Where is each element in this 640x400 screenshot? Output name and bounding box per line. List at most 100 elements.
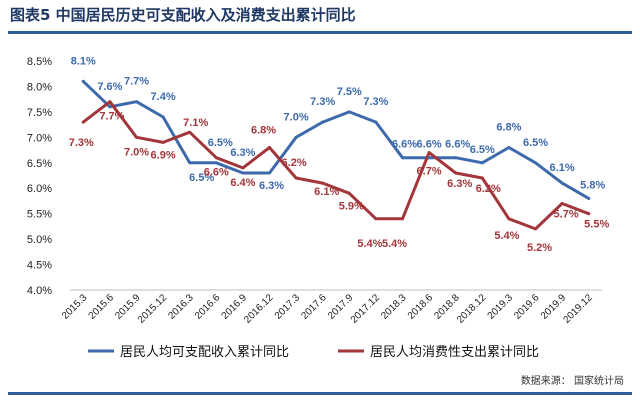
income-data-point: [347, 110, 351, 114]
x-tick-label: 2017.6: [299, 292, 329, 322]
income-data-point: [560, 181, 564, 185]
x-tick-label: 2015.3: [60, 292, 90, 322]
x-tick-label: 2019.6: [512, 292, 542, 322]
consumption-data-point: [108, 100, 112, 104]
y-tick-label: 6.5%: [27, 158, 52, 170]
income-data-label: 6.1%: [550, 162, 575, 174]
income-data-label: 7.5%: [337, 86, 362, 98]
source-note: 数据来源： 国家统计局: [520, 376, 624, 387]
consumption-data-point: [401, 217, 404, 221]
consumption-data-label: 6.7%: [417, 166, 442, 178]
consumption-data-point: [161, 140, 165, 144]
consumption-data-label: 7.1%: [183, 117, 208, 129]
y-tick-label: 7.5%: [27, 107, 52, 119]
consumption-data-label: 5.4%: [357, 238, 382, 250]
x-tick-label: 2019.3: [486, 292, 516, 322]
consumption-data-label: 6.2%: [282, 157, 307, 169]
income-data-label: 7.3%: [363, 96, 388, 108]
x-tick-label: 2018.12: [455, 292, 489, 326]
consumption-data-point: [587, 212, 591, 216]
income-data-point: [401, 156, 404, 160]
consumption-data-label: 6.6%: [204, 167, 229, 179]
consumption-data-label: 5.5%: [584, 219, 609, 231]
x-tick-label: 2017.12: [349, 292, 383, 326]
title-divider: [8, 31, 632, 34]
income-data-label: 7.6%: [97, 81, 122, 93]
income-data-point: [214, 161, 218, 165]
income-data-label: 7.7%: [124, 76, 149, 88]
consumption-data-label: 6.3%: [447, 178, 472, 190]
income-data-point: [241, 171, 245, 175]
income-data-label: 8.1%: [71, 55, 96, 67]
consumption-data-point: [268, 146, 271, 150]
income-data-point: [321, 120, 325, 124]
consumption-data-label: 7.0%: [124, 146, 149, 158]
legend-consumption-label: 居民人均消费性支出累计同比: [370, 345, 539, 360]
consumption-data-point: [214, 156, 218, 160]
consumption-data-point: [347, 191, 351, 195]
income-data-label: 6.5%: [208, 137, 233, 149]
income-data-point: [268, 171, 271, 175]
consumption-data-label: 6.4%: [230, 177, 255, 189]
legend-income-label: 居民人均可支配收入累计同比: [120, 345, 289, 360]
income-data-point: [108, 105, 112, 109]
income-data-label: 6.3%: [259, 180, 284, 192]
income-data-label: 6.5%: [523, 137, 548, 149]
consumption-series-line: [81, 100, 591, 231]
consumption-data-point: [507, 217, 511, 221]
x-tick-label: 2016.6: [193, 292, 223, 322]
chart-title: 图表5 中国居民历史可支配收入及消费支出累计同比: [10, 6, 356, 24]
consumption-data-label: 5.9%: [339, 200, 364, 212]
income-data-label: 7.4%: [151, 91, 176, 103]
bottom-divider: [8, 392, 632, 395]
consumption-data-point: [480, 176, 484, 180]
consumption-data-label: 7.3%: [69, 137, 94, 149]
x-tick-label: 2018.3: [379, 292, 409, 322]
y-tick-label: 5.0%: [27, 234, 52, 246]
income-data-label: 7.3%: [310, 96, 335, 108]
income-data-point: [374, 120, 378, 124]
x-tick-label: 2015.6: [87, 292, 117, 322]
income-series-line: [81, 79, 591, 200]
income-data-point: [507, 146, 511, 150]
y-tick-label: 8.5%: [27, 56, 52, 68]
consumption-data-label: 6.2%: [476, 183, 501, 195]
consumption-data-label: 5.4%: [382, 238, 407, 250]
income-data-label: 6.6%: [445, 139, 470, 151]
consumption-data-label: 5.7%: [554, 208, 579, 220]
consumption-data-label: 6.8%: [251, 125, 276, 137]
income-data-point: [427, 156, 431, 160]
consumption-data-point: [374, 217, 378, 221]
legend: 居民人均可支配收入累计同比 居民人均消费性支出累计同比: [88, 345, 539, 360]
income-data-point: [161, 115, 165, 119]
consumption-data-label: 6.1%: [314, 186, 339, 198]
y-tick-label: 7.0%: [27, 132, 52, 144]
y-tick-label: 5.5%: [27, 209, 52, 221]
consumption-data-point: [321, 181, 325, 185]
consumption-data-label: 6.9%: [151, 149, 176, 161]
income-data-point: [188, 161, 192, 165]
consumption-data-label: 5.4%: [494, 230, 519, 242]
consumption-data-point: [534, 227, 537, 231]
income-data-label: 6.6%: [417, 139, 442, 151]
income-data-point: [294, 135, 298, 139]
y-tick-label: 4.0%: [27, 285, 52, 297]
y-tick-label: 4.5%: [27, 260, 52, 272]
income-data-label: 6.6%: [392, 139, 417, 151]
consumption-data-point: [135, 135, 138, 139]
consumption-data-point: [241, 166, 245, 170]
income-data-point: [454, 156, 458, 160]
income-data-label: 6.8%: [496, 122, 521, 134]
consumption-data-point: [188, 130, 192, 134]
y-tick-label: 6.0%: [27, 183, 52, 195]
y-tick-label: 8.0%: [27, 81, 52, 93]
consumption-data-point: [560, 201, 564, 205]
income-data-point: [587, 196, 591, 200]
x-tick-label: 2018.6: [406, 292, 436, 322]
x-tick-label: 2019.12: [561, 292, 595, 326]
income-data-label: 6.3%: [230, 147, 255, 159]
income-data-point: [81, 79, 85, 83]
x-tick-label: 2015.12: [136, 292, 170, 326]
consumption-data-point: [81, 120, 85, 124]
